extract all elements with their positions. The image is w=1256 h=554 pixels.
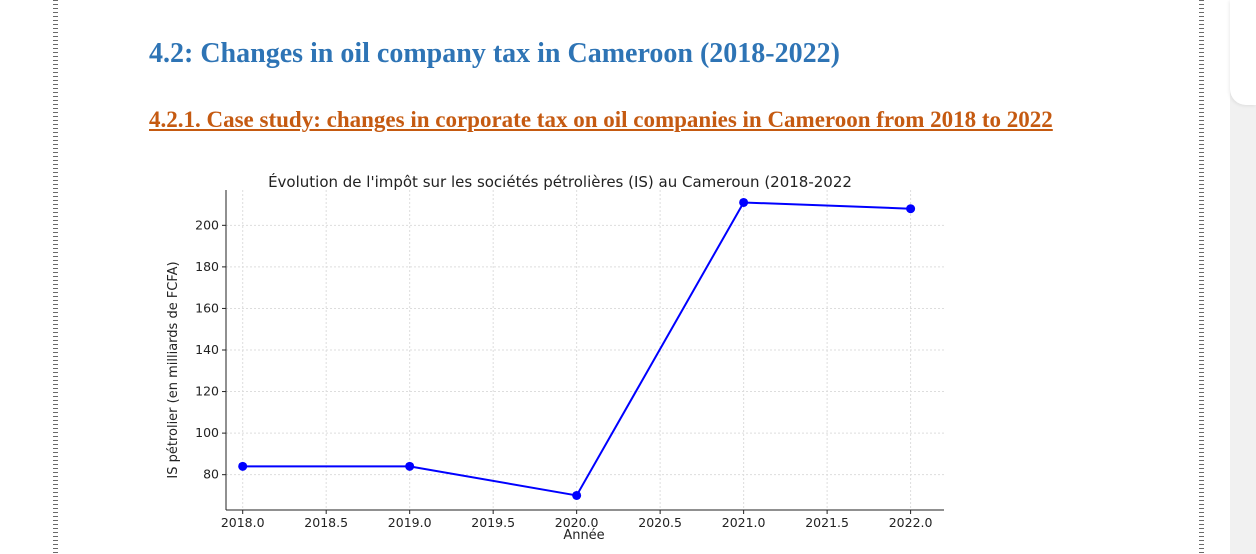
x-tick-label: 2021.0 xyxy=(722,515,766,530)
section-heading: 4.2: Changes in oil company tax in Camer… xyxy=(149,38,840,69)
data-point xyxy=(906,204,916,214)
x-tick-label: 2018.5 xyxy=(304,515,348,530)
y-tick-label: 160 xyxy=(195,300,219,315)
data-point xyxy=(238,461,248,471)
y-tick-label: 180 xyxy=(195,259,219,274)
y-tick-label: 200 xyxy=(195,217,219,232)
oil-tax-line-chart: Évolution de l'impôt sur les sociétés pé… xyxy=(158,166,958,553)
y-axis-label: IS pétrolier (en milliards de FCFA) xyxy=(166,261,181,478)
page-edge-left xyxy=(53,0,58,554)
x-tick-label: 2019.0 xyxy=(388,515,432,530)
side-panel-card xyxy=(1230,0,1256,105)
y-tick-label: 120 xyxy=(195,384,219,399)
x-tick-label: 2021.5 xyxy=(805,515,849,530)
y-tick-label: 140 xyxy=(195,342,219,357)
x-axis-label: Année xyxy=(563,528,604,543)
data-point xyxy=(739,197,749,207)
x-tick-label: 2020.5 xyxy=(638,515,682,530)
page-edge-right xyxy=(1199,0,1204,554)
x-tick-label: 2020.0 xyxy=(555,515,599,530)
x-tick-label: 2022.0 xyxy=(889,515,933,530)
x-tick-label: 2019.5 xyxy=(471,515,515,530)
chart-title: Évolution de l'impôt sur les sociétés pé… xyxy=(268,172,852,191)
data-point xyxy=(405,461,415,471)
y-tick-label: 80 xyxy=(203,467,219,482)
x-tick-label: 2018.0 xyxy=(221,515,265,530)
subsection-heading: 4.2.1. Case study: changes in corporate … xyxy=(149,107,1053,132)
chart-svg: Évolution de l'impôt sur les sociétés pé… xyxy=(166,172,944,543)
data-point xyxy=(572,490,582,500)
y-tick-label: 100 xyxy=(195,425,219,440)
